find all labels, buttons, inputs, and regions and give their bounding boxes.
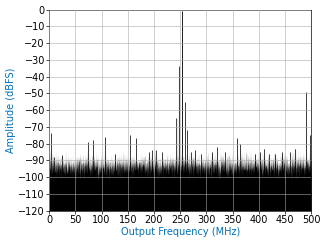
Y-axis label: Amplitude (dBFS): Amplitude (dBFS) <box>6 67 16 153</box>
X-axis label: Output Frequency (MHz): Output Frequency (MHz) <box>121 227 240 237</box>
